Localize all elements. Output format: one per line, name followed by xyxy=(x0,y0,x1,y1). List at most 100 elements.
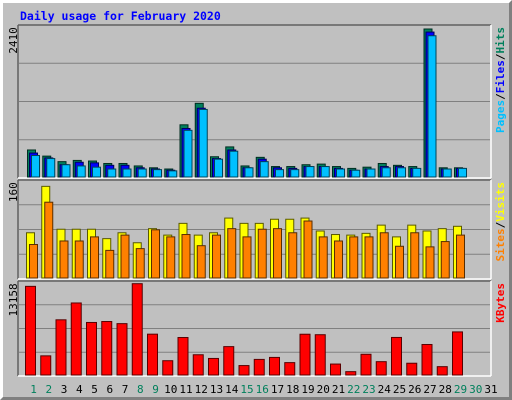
pages-bar xyxy=(198,108,208,178)
x-tick-label: 23 xyxy=(362,383,375,396)
sites-bar xyxy=(151,229,160,279)
kbytes-bar xyxy=(101,321,113,376)
kbytes-bar xyxy=(436,366,448,376)
kbytes-bar xyxy=(147,333,158,376)
pages-bar xyxy=(320,166,330,178)
kbytes-bar xyxy=(70,302,82,376)
y-axis-max-label: 160 xyxy=(7,182,20,202)
sites-bar xyxy=(349,236,359,279)
sites-bar xyxy=(395,245,404,279)
x-tick-label: 2 xyxy=(45,383,52,396)
chart-title: Daily usage for February 2020 xyxy=(20,9,221,23)
pages-bar xyxy=(259,161,269,178)
kbytes-bar xyxy=(208,357,219,376)
x-tick-label: 28 xyxy=(439,383,452,396)
pages-bar xyxy=(427,35,437,178)
sites-bar xyxy=(120,234,130,279)
kbytes-bar xyxy=(192,354,204,376)
x-tick-label: 8 xyxy=(137,383,144,396)
x-tick-label: 6 xyxy=(106,383,113,396)
sites-bar xyxy=(425,246,435,279)
x-tick-label: 21 xyxy=(332,383,345,396)
kbytes-bar xyxy=(299,333,311,376)
sites-bar xyxy=(181,234,191,279)
sites-bar xyxy=(166,236,176,279)
legend-separator: / xyxy=(494,53,507,60)
legend-separator: / xyxy=(494,93,507,100)
pages-bar xyxy=(107,168,117,178)
x-tick-label: 15 xyxy=(240,383,253,396)
pages-bar xyxy=(229,150,239,178)
kbytes-bar xyxy=(253,358,265,376)
kbytes-bar xyxy=(162,360,174,376)
x-tick-label: 19 xyxy=(301,383,314,396)
sites-bar xyxy=(227,228,237,279)
kbytes-bar xyxy=(223,346,235,376)
pages-bar xyxy=(244,167,254,178)
sites-bar xyxy=(379,232,389,279)
x-tick-label: 25 xyxy=(393,383,406,396)
sites-bar xyxy=(44,201,54,279)
legend-sites: Sites xyxy=(494,228,507,261)
pages-bar xyxy=(183,129,193,178)
legend-files: Files xyxy=(494,60,507,93)
x-tick-label: 29 xyxy=(454,383,467,396)
x-tick-label: 24 xyxy=(378,383,392,396)
legend-separator: / xyxy=(494,221,507,228)
kbytes-bar xyxy=(116,323,128,376)
pages-bar xyxy=(46,158,56,178)
sites-bar xyxy=(273,228,282,279)
legend-kbytes: KBytes xyxy=(494,283,507,323)
chart-bars xyxy=(25,28,467,376)
pages-bar xyxy=(122,168,132,178)
x-tick-label: 16 xyxy=(256,383,269,396)
x-tick-label: 31 xyxy=(484,383,497,396)
x-tick-label: 3 xyxy=(61,383,68,396)
kbytes-bar xyxy=(421,343,433,376)
sites-bar xyxy=(196,245,206,279)
pages-bar xyxy=(31,155,40,178)
pages-bar xyxy=(458,167,467,178)
kbytes-bar xyxy=(40,355,52,376)
sites-bar xyxy=(288,232,298,279)
legend-label: KBytes xyxy=(494,283,507,323)
x-tick-label: 1 xyxy=(30,383,37,396)
sites-bar xyxy=(334,240,343,279)
sites-bar xyxy=(74,240,84,279)
x-tick-label: 14 xyxy=(225,383,239,396)
legend-pages: Pages xyxy=(494,100,507,133)
kbytes-bar xyxy=(86,321,97,376)
pages-bar xyxy=(214,158,223,178)
x-tick-label: 12 xyxy=(195,383,208,396)
pages-bar xyxy=(168,170,178,178)
sites-bar xyxy=(410,232,420,279)
y-axis-max-label: 2410 xyxy=(7,27,20,54)
kbytes-bar xyxy=(177,337,189,376)
pages-bar xyxy=(366,168,376,178)
legend-visits: Visits xyxy=(494,182,507,222)
pages-bar xyxy=(137,168,147,178)
sites-bar xyxy=(242,236,252,279)
sites-bar xyxy=(456,234,465,279)
x-tick-label: 7 xyxy=(122,383,129,396)
sites-bar xyxy=(105,249,115,279)
kbytes-bar xyxy=(360,353,372,376)
kbytes-bar xyxy=(314,334,326,376)
x-tick-label: 18 xyxy=(286,383,299,396)
pages-bar xyxy=(336,168,345,178)
x-tick-label: 30 xyxy=(469,383,482,396)
pages-bar xyxy=(412,167,422,178)
pages-bar xyxy=(153,169,162,178)
kbytes-bar xyxy=(406,362,418,376)
x-tick-label: 11 xyxy=(179,383,192,396)
sites-bar xyxy=(59,240,69,279)
sites-bar xyxy=(318,236,328,279)
sites-bar xyxy=(257,228,267,279)
kbytes-bar xyxy=(269,356,280,376)
y-axis-max-label: 13158 xyxy=(7,283,20,316)
legend-label: Sites/Visits xyxy=(494,182,507,262)
sites-bar xyxy=(90,236,99,279)
kbytes-bar xyxy=(25,285,36,376)
kbytes-bar xyxy=(345,371,357,376)
